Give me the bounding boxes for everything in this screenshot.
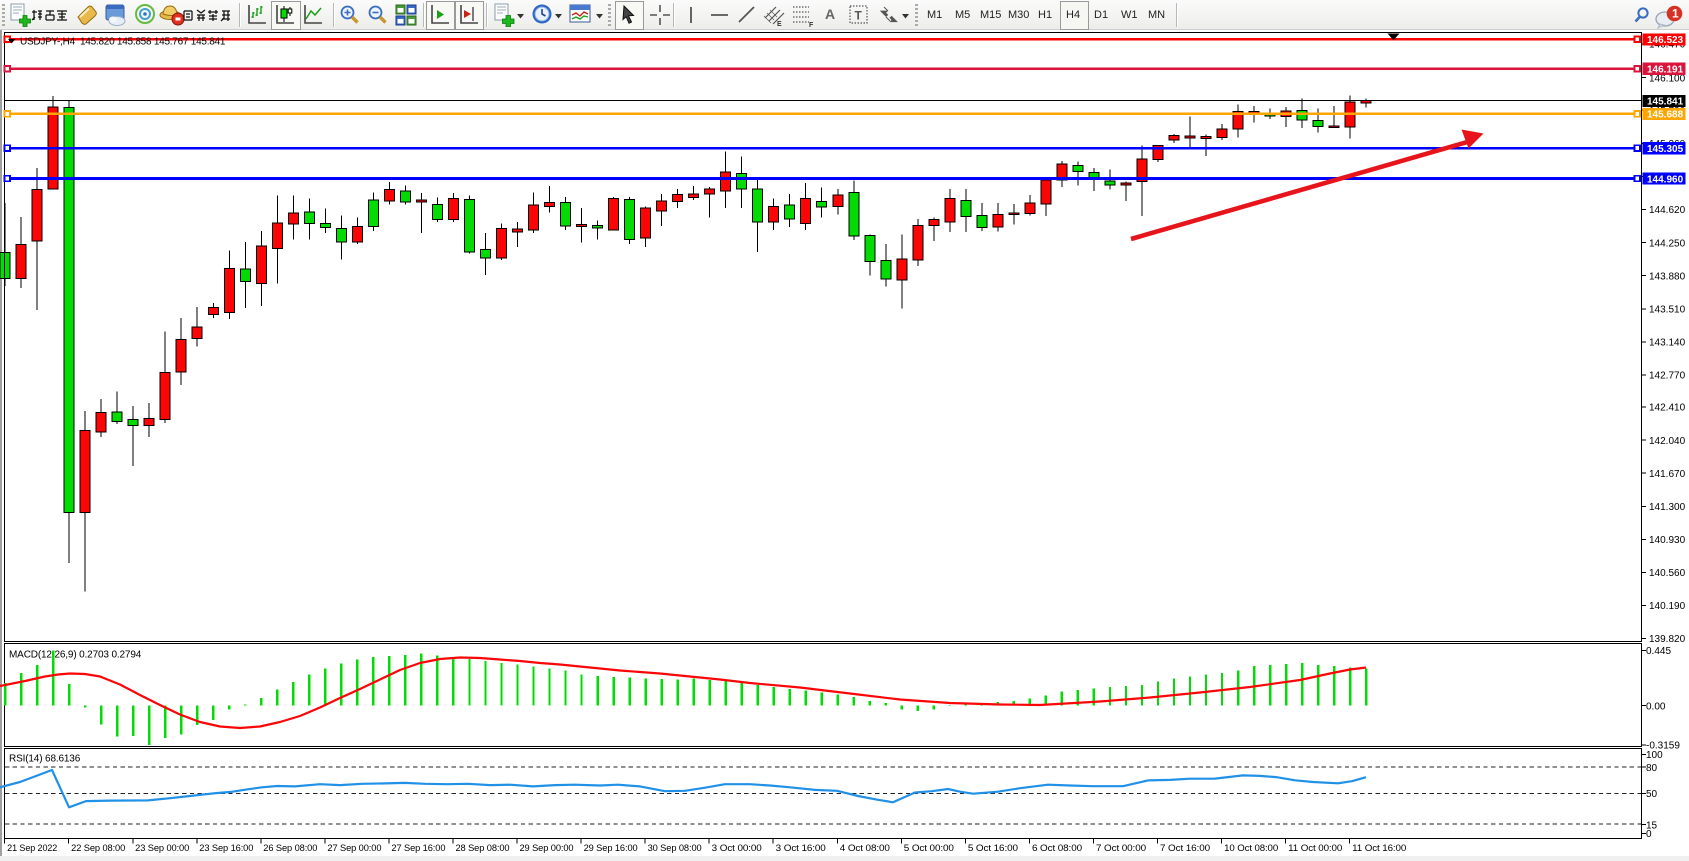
svg-text:28 Sep 08:00: 28 Sep 08:00 <box>456 843 510 853</box>
svg-text:3 Oct 16:00: 3 Oct 16:00 <box>776 843 826 853</box>
svg-text:MACD(12,26,9) 0.2703 0.2794: MACD(12,26,9) 0.2703 0.2794 <box>9 650 142 661</box>
svg-text:0.445: 0.445 <box>1646 646 1671 657</box>
svg-text:100: 100 <box>1646 750 1663 761</box>
svg-text:0.00: 0.00 <box>1646 701 1666 712</box>
svg-text:145.688: 145.688 <box>1647 110 1684 121</box>
svg-text:145.841: 145.841 <box>1647 97 1684 108</box>
svg-text:30 Sep 08:00: 30 Sep 08:00 <box>648 843 702 853</box>
svg-text:139.820: 139.820 <box>1649 634 1686 645</box>
svg-text:143.140: 143.140 <box>1649 338 1686 349</box>
svg-text:10 Oct 08:00: 10 Oct 08:00 <box>1224 843 1278 853</box>
svg-text:7 Oct 00:00: 7 Oct 00:00 <box>1096 843 1146 853</box>
svg-text:1: 1 <box>1672 7 1679 21</box>
svg-text:143.510: 143.510 <box>1649 305 1686 316</box>
svg-text:144.620: 144.620 <box>1649 205 1686 216</box>
svg-text:15: 15 <box>1646 820 1658 831</box>
svg-text:146.523: 146.523 <box>1647 35 1684 46</box>
svg-text:80: 80 <box>1646 763 1658 774</box>
svg-text:27 Sep 16:00: 27 Sep 16:00 <box>391 843 445 853</box>
svg-text:50: 50 <box>1646 789 1658 800</box>
svg-text:E: E <box>777 21 782 28</box>
svg-text:0: 0 <box>1646 829 1652 840</box>
svg-text:3 Oct 00:00: 3 Oct 00:00 <box>712 843 762 853</box>
svg-text:142.410: 142.410 <box>1649 403 1686 414</box>
svg-text:146.191: 146.191 <box>1647 65 1684 76</box>
svg-text:143.880: 143.880 <box>1649 271 1686 282</box>
svg-text:29 Sep 16:00: 29 Sep 16:00 <box>584 843 638 853</box>
svg-text:144.250: 144.250 <box>1649 238 1686 249</box>
svg-text:5 Oct 16:00: 5 Oct 16:00 <box>968 843 1018 853</box>
svg-text:-0.3159: -0.3159 <box>1646 741 1680 752</box>
svg-text:7 Oct 16:00: 7 Oct 16:00 <box>1160 843 1210 853</box>
svg-text:23 Sep 16:00: 23 Sep 16:00 <box>199 843 253 853</box>
svg-text:140.930: 140.930 <box>1649 535 1686 546</box>
svg-text:141.670: 141.670 <box>1649 469 1686 480</box>
svg-text:11 Oct 00:00: 11 Oct 00:00 <box>1288 843 1342 853</box>
svg-text:6 Oct 08:00: 6 Oct 08:00 <box>1032 843 1082 853</box>
svg-text:22 Sep 08:00: 22 Sep 08:00 <box>71 843 125 853</box>
svg-text:140.190: 140.190 <box>1649 601 1686 612</box>
svg-text:11 Oct 16:00: 11 Oct 16:00 <box>1352 843 1406 853</box>
svg-text:146.100: 146.100 <box>1649 73 1686 84</box>
svg-text:5 Oct 00:00: 5 Oct 00:00 <box>904 843 954 853</box>
svg-text:141.300: 141.300 <box>1649 502 1686 513</box>
svg-text:RSI(14) 68.6136: RSI(14) 68.6136 <box>9 754 81 765</box>
svg-text:26 Sep 08:00: 26 Sep 08:00 <box>263 843 317 853</box>
svg-text:23 Sep 00:00: 23 Sep 00:00 <box>135 843 189 853</box>
svg-text:145.305: 145.305 <box>1647 144 1684 155</box>
svg-text:142.040: 142.040 <box>1649 436 1686 447</box>
svg-text:142.770: 142.770 <box>1649 371 1686 382</box>
svg-text:4 Oct 08:00: 4 Oct 08:00 <box>840 843 890 853</box>
svg-text:USDJPY-,H4 145.820 145.858 14: USDJPY-,H4 145.820 145.858 145.767 145.8… <box>20 37 226 48</box>
svg-text:21 Sep 2022: 21 Sep 2022 <box>7 843 57 853</box>
svg-text:T: T <box>855 9 863 23</box>
svg-text:140.560: 140.560 <box>1649 568 1686 579</box>
svg-text:29 Sep 00:00: 29 Sep 00:00 <box>520 843 574 853</box>
svg-text:27 Sep 00:00: 27 Sep 00:00 <box>327 843 381 853</box>
svg-text:F: F <box>809 22 814 28</box>
svg-text:144.960: 144.960 <box>1647 174 1684 185</box>
